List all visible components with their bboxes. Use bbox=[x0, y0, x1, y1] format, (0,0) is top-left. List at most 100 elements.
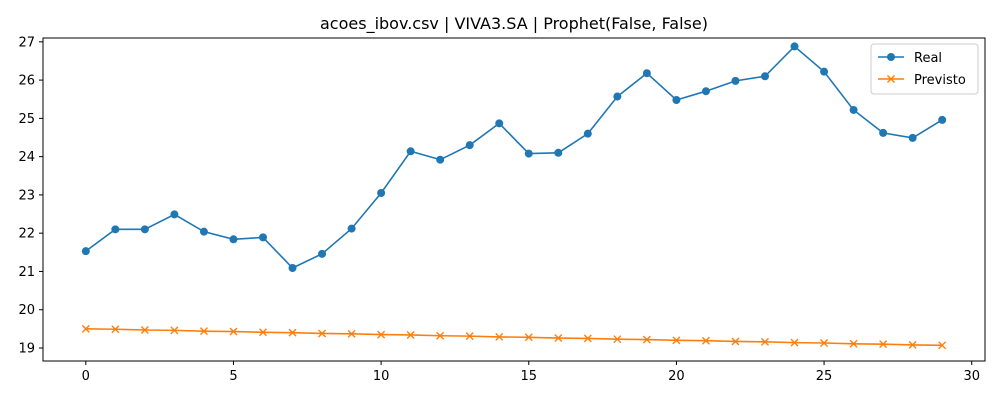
data-point-real bbox=[849, 105, 858, 114]
data-point-previsto bbox=[199, 327, 208, 336]
data-point-real bbox=[258, 233, 267, 242]
marker-stroke bbox=[495, 332, 504, 341]
marker-stroke bbox=[583, 334, 592, 343]
data-point-real bbox=[879, 128, 888, 137]
marker-stroke bbox=[406, 330, 415, 339]
data-point-previsto bbox=[613, 335, 622, 344]
data-point-previsto bbox=[318, 329, 327, 338]
data-point-previsto bbox=[465, 332, 474, 341]
data-point-real bbox=[495, 119, 504, 128]
data-point-real bbox=[790, 42, 799, 51]
legend-label: Real bbox=[914, 51, 942, 66]
y-tick-label: 21 bbox=[18, 265, 35, 280]
x-tick-label: 0 bbox=[82, 369, 90, 384]
data-point-previsto bbox=[140, 326, 149, 334]
data-point-real bbox=[524, 149, 533, 158]
data-point-real bbox=[554, 148, 563, 157]
plot-area: 0 5 10 15 20 25 30 19 20 21 22 23 24 25 26 27 bbox=[18, 35, 986, 384]
data-point-real bbox=[938, 115, 947, 124]
y-tick-label: 20 bbox=[18, 303, 35, 318]
y-tick-label: 19 bbox=[18, 341, 35, 356]
marker-stroke bbox=[140, 326, 149, 334]
data-point-previsto bbox=[377, 330, 386, 339]
data-point-real bbox=[701, 87, 710, 96]
data-point-real bbox=[672, 95, 681, 104]
data-point-previsto bbox=[436, 331, 445, 340]
data-point-previsto bbox=[583, 334, 592, 343]
marker-stroke bbox=[761, 337, 769, 346]
data-point-real bbox=[613, 92, 622, 101]
data-point-previsto bbox=[81, 324, 90, 333]
data-point-previsto bbox=[849, 339, 858, 348]
data-point-real bbox=[465, 141, 474, 150]
marker-stroke bbox=[701, 336, 710, 345]
data-point-real bbox=[642, 69, 651, 78]
y-tick-label: 25 bbox=[18, 112, 35, 127]
marker-stroke bbox=[465, 332, 474, 341]
x-tick-label: 5 bbox=[229, 369, 237, 384]
data-point-previsto bbox=[820, 339, 829, 348]
marker-stroke bbox=[849, 339, 858, 348]
data-point-real bbox=[377, 188, 386, 197]
data-point-real bbox=[820, 67, 829, 76]
marker-stroke bbox=[554, 334, 563, 343]
legend-item-real: Real bbox=[878, 51, 942, 66]
data-point-real bbox=[229, 235, 238, 244]
data-point-previsto bbox=[495, 332, 504, 341]
marker-stroke bbox=[81, 324, 90, 333]
legend-item-previsto: Previsto bbox=[878, 73, 966, 88]
legend-marker bbox=[887, 75, 895, 83]
marker-stroke bbox=[170, 326, 179, 335]
marker-stroke bbox=[938, 341, 947, 350]
data-point-previsto bbox=[879, 340, 888, 349]
data-point-previsto bbox=[259, 328, 267, 337]
legend: Real Previsto bbox=[870, 43, 979, 95]
y-tick-label: 23 bbox=[18, 188, 35, 203]
data-point-real bbox=[81, 247, 90, 256]
data-point-real bbox=[140, 225, 149, 234]
data-point-previsto bbox=[761, 337, 769, 346]
data-point-real bbox=[436, 155, 445, 164]
data-point-previsto bbox=[170, 326, 179, 335]
data-point-real bbox=[731, 76, 740, 85]
data-point-previsto bbox=[908, 340, 917, 349]
x-tick-label: 10 bbox=[373, 369, 390, 384]
x-tick-label: 25 bbox=[816, 369, 833, 384]
data-point-real bbox=[318, 249, 327, 258]
marker-stroke bbox=[436, 331, 445, 340]
data-point-previsto bbox=[642, 335, 651, 344]
data-point-previsto bbox=[229, 327, 238, 336]
series-line-real bbox=[85, 45, 943, 269]
marker-stroke bbox=[820, 339, 829, 348]
x-tick-label: 30 bbox=[963, 369, 980, 384]
y-tick-label: 24 bbox=[18, 150, 35, 165]
marker-stroke bbox=[288, 328, 297, 337]
x-axis: 0 5 10 15 20 25 30 bbox=[82, 361, 980, 384]
data-point-previsto bbox=[672, 336, 681, 345]
marker-stroke bbox=[731, 337, 740, 346]
data-point-previsto bbox=[731, 337, 740, 346]
y-tick-label: 22 bbox=[18, 227, 35, 242]
data-point-previsto bbox=[938, 341, 947, 350]
marker-stroke bbox=[908, 340, 917, 349]
data-point-real bbox=[170, 210, 179, 219]
axes-frame bbox=[42, 37, 986, 362]
marker-stroke bbox=[377, 330, 386, 339]
data-point-previsto bbox=[406, 330, 415, 339]
data-point-previsto bbox=[790, 338, 799, 347]
data-point-previsto bbox=[524, 333, 533, 342]
axes-border bbox=[42, 37, 986, 362]
marker-stroke bbox=[199, 327, 208, 336]
marker-stroke bbox=[318, 329, 327, 338]
marker-stroke bbox=[879, 340, 888, 349]
data-point-real bbox=[288, 264, 297, 273]
data-point-real bbox=[111, 225, 120, 234]
x-tick-label: 20 bbox=[668, 369, 685, 384]
marker-stroke bbox=[790, 338, 799, 347]
marker-stroke bbox=[524, 333, 533, 342]
marker-stroke bbox=[642, 335, 651, 344]
data-point-real bbox=[908, 133, 917, 142]
marker-stroke bbox=[672, 336, 681, 345]
data-point-real bbox=[761, 72, 770, 81]
